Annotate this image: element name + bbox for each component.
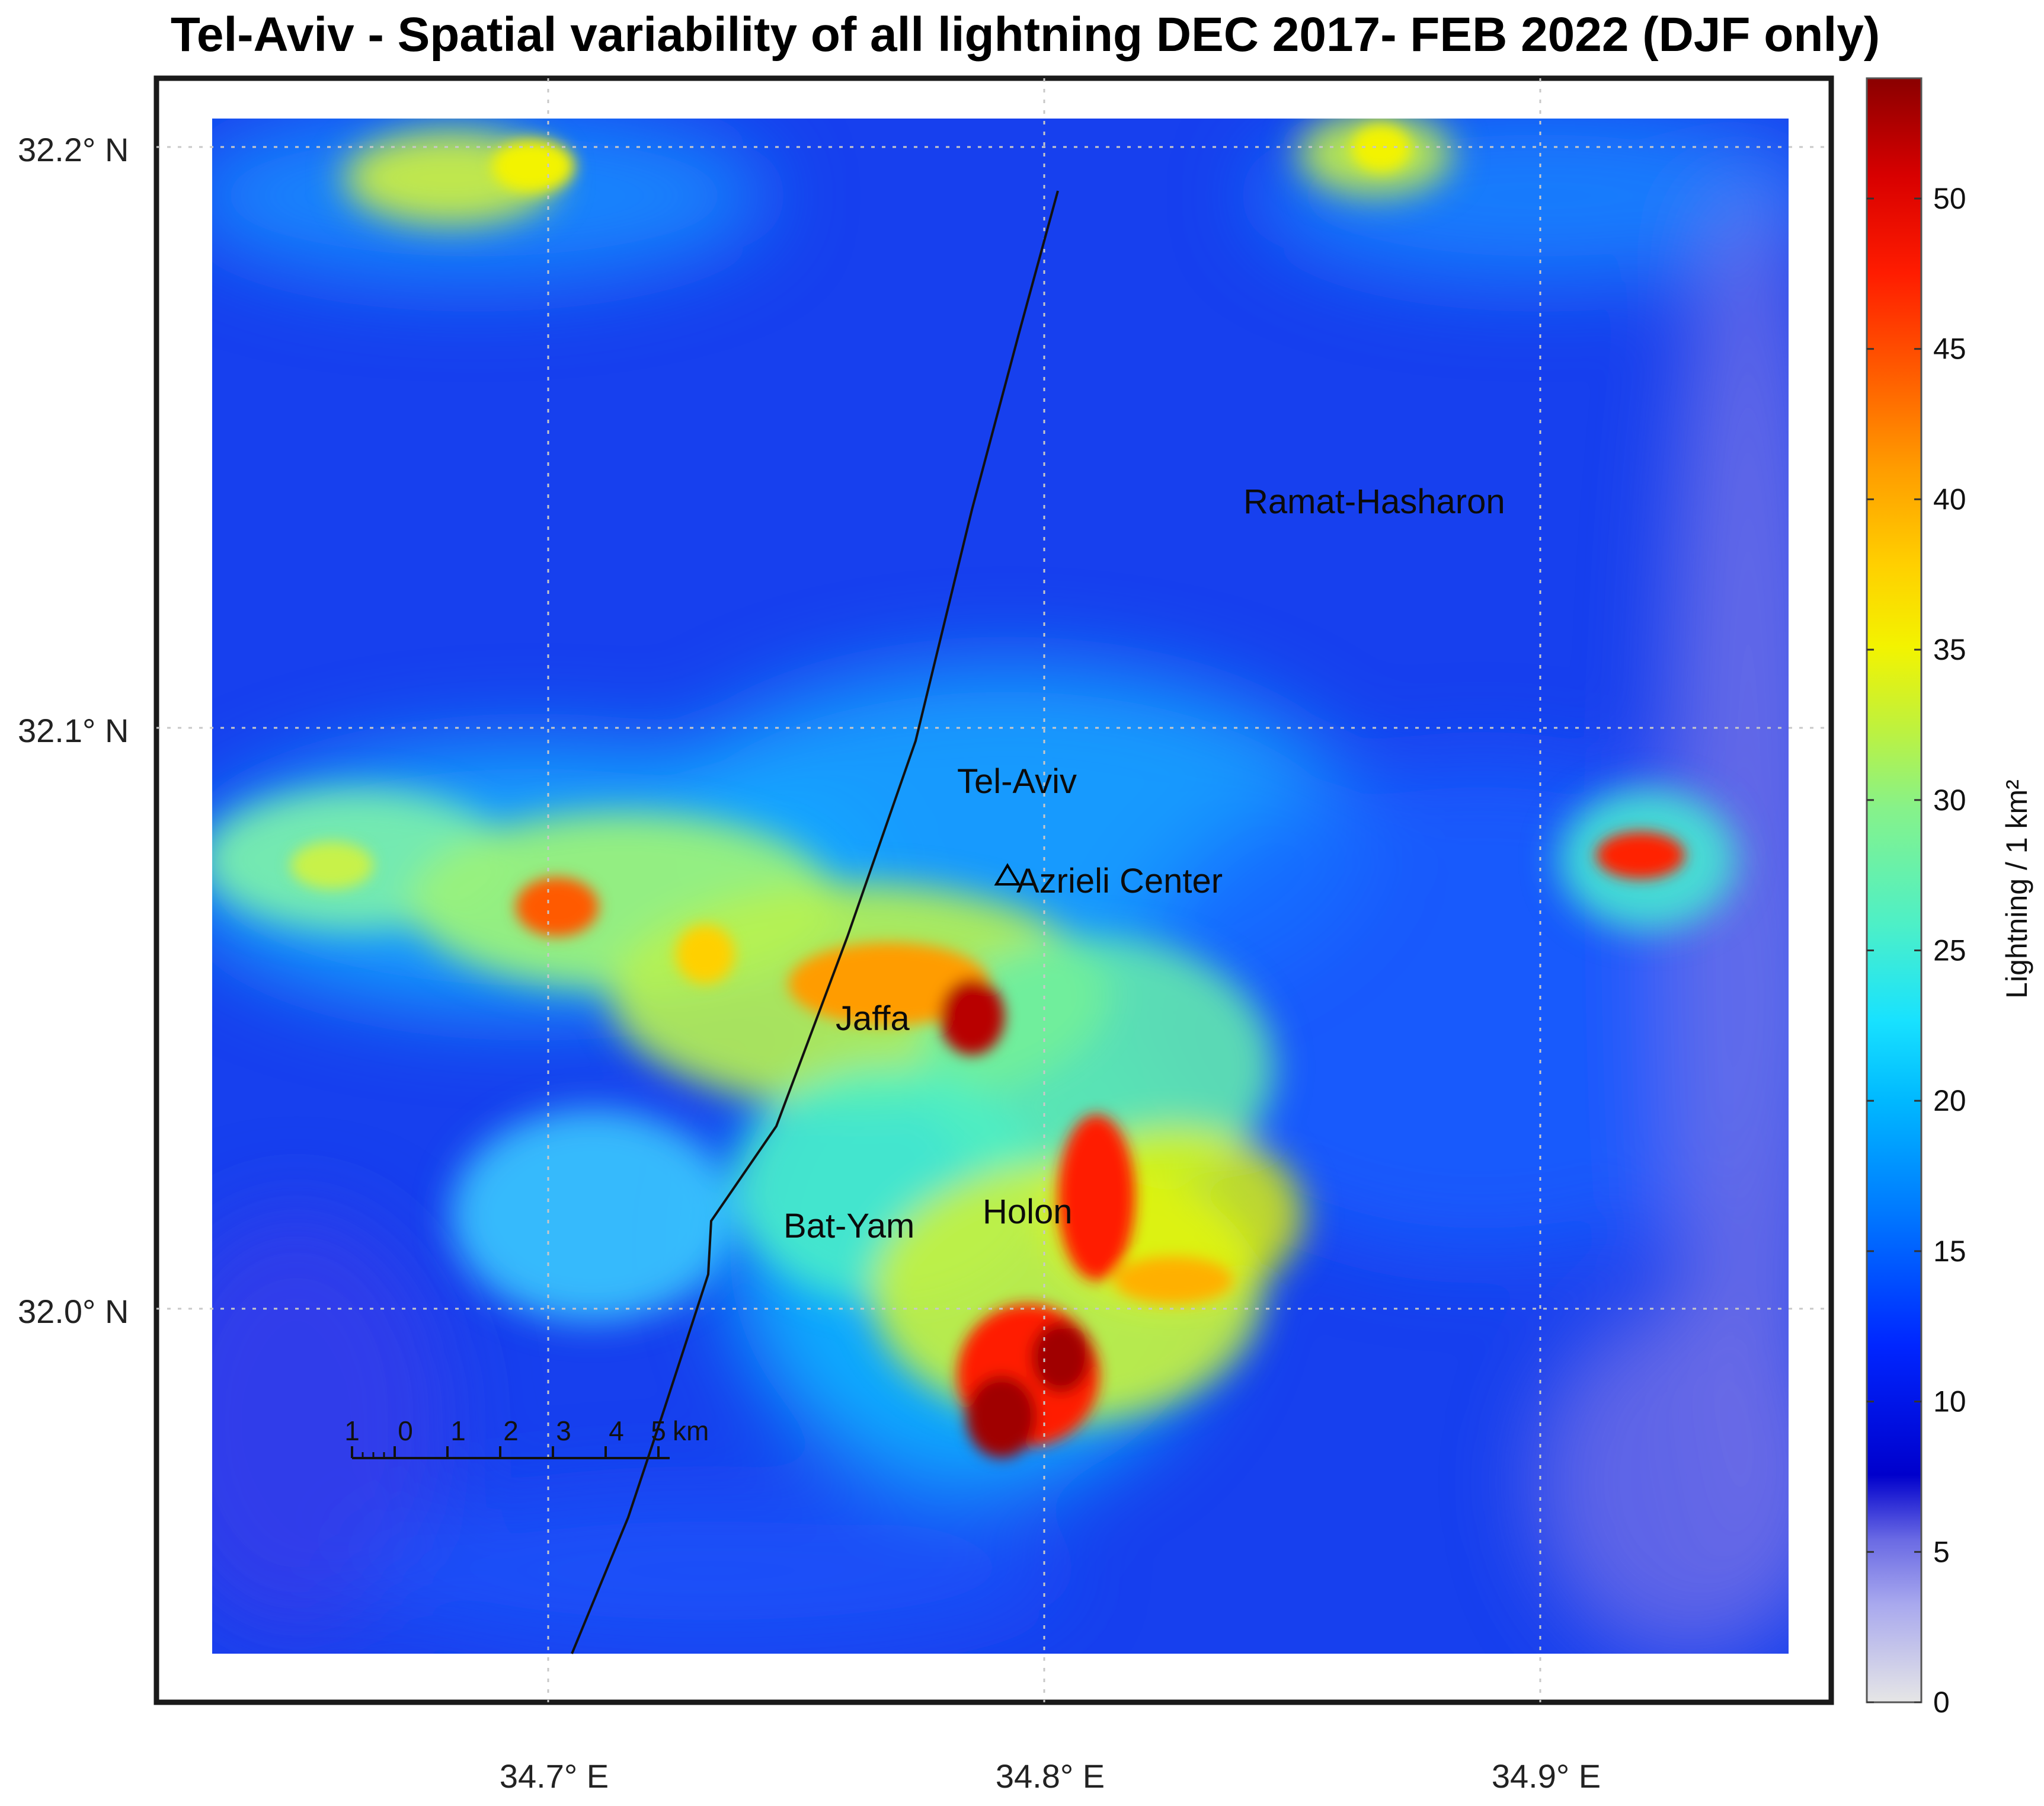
- coastline: [571, 190, 1059, 1654]
- colorbar-tick-label: 35: [1933, 633, 1966, 666]
- graticule: [156, 78, 1831, 1702]
- colorbar: 0 5 10 15 20 25 30 35 40 45 50 Lightning / 1 km²: [1866, 77, 2033, 1719]
- colorbar-tick-label: 40: [1933, 482, 1966, 516]
- lightning-density-heatmap: [212, 119, 1789, 1654]
- place-labels: Ramat-Hasharon Tel-Aviv Azrieli Center J…: [783, 482, 1505, 1245]
- scale-bar-unit: km: [673, 1415, 709, 1446]
- colorbar-tick-label: 5: [1933, 1535, 1950, 1568]
- colorbar-tick-label: 50: [1933, 182, 1966, 215]
- colorbar-tick-label: 0: [1933, 1686, 1950, 1719]
- latitude-tick-labels: 32.2° N 32.1° N 32.0° N: [18, 131, 129, 1330]
- colorbar-label: Lightning / 1 km²: [2000, 779, 2033, 999]
- lat-tick-label: 32.1° N: [18, 712, 129, 749]
- scale-bar-label: 2: [503, 1415, 519, 1446]
- place-label-holon: Holon: [983, 1193, 1073, 1231]
- colorbar-tick-label: 30: [1933, 784, 1966, 817]
- scale-bar-label: 4: [609, 1415, 624, 1446]
- place-label-azrieli-center: Azrieli Center: [1016, 862, 1223, 900]
- lat-tick-label: 32.2° N: [18, 131, 129, 168]
- colorbar-tick-label: 20: [1933, 1084, 1966, 1117]
- scale-bar-label: 0: [398, 1415, 413, 1446]
- colorbar-tick-label: 45: [1933, 333, 1966, 366]
- figure-title: Tel-Aviv - Spatial variability of all li…: [171, 8, 1880, 62]
- triangle-marker-icon: [994, 863, 1021, 886]
- colorbar-tick-label: 10: [1933, 1385, 1966, 1418]
- lon-tick-label: 34.8° E: [996, 1757, 1105, 1795]
- scale-bar-label: 3: [556, 1415, 571, 1446]
- lat-tick-label: 32.0° N: [18, 1293, 129, 1330]
- scale-bar-label: 5: [651, 1415, 666, 1446]
- colorbar-tick-label: 25: [1933, 934, 1966, 967]
- place-label-bat-yam: Bat-Yam: [783, 1207, 914, 1245]
- place-label-ramat-hasharon: Ramat-Hasharon: [1243, 482, 1505, 521]
- scale-bar-label: 1: [450, 1415, 466, 1446]
- lon-tick-label: 34.7° E: [500, 1757, 609, 1795]
- colorbar-gradient: [1866, 77, 1923, 1703]
- place-label-tel-aviv: Tel-Aviv: [957, 762, 1077, 801]
- longitude-tick-labels: 34.7° E 34.8° E 34.9° E: [500, 1757, 1601, 1795]
- colorbar-tick-label: 15: [1933, 1235, 1966, 1268]
- place-label-jaffa: Jaffa: [836, 999, 910, 1038]
- lon-tick-label: 34.9° E: [1492, 1757, 1601, 1795]
- scale-bar-label: 1: [344, 1415, 360, 1446]
- scale-bar: 1 0 1 2 3 4 5 km: [344, 1415, 709, 1459]
- colorbar-ticks: 0 5 10 15 20 25 30 35 40 45 50: [1867, 182, 1966, 1719]
